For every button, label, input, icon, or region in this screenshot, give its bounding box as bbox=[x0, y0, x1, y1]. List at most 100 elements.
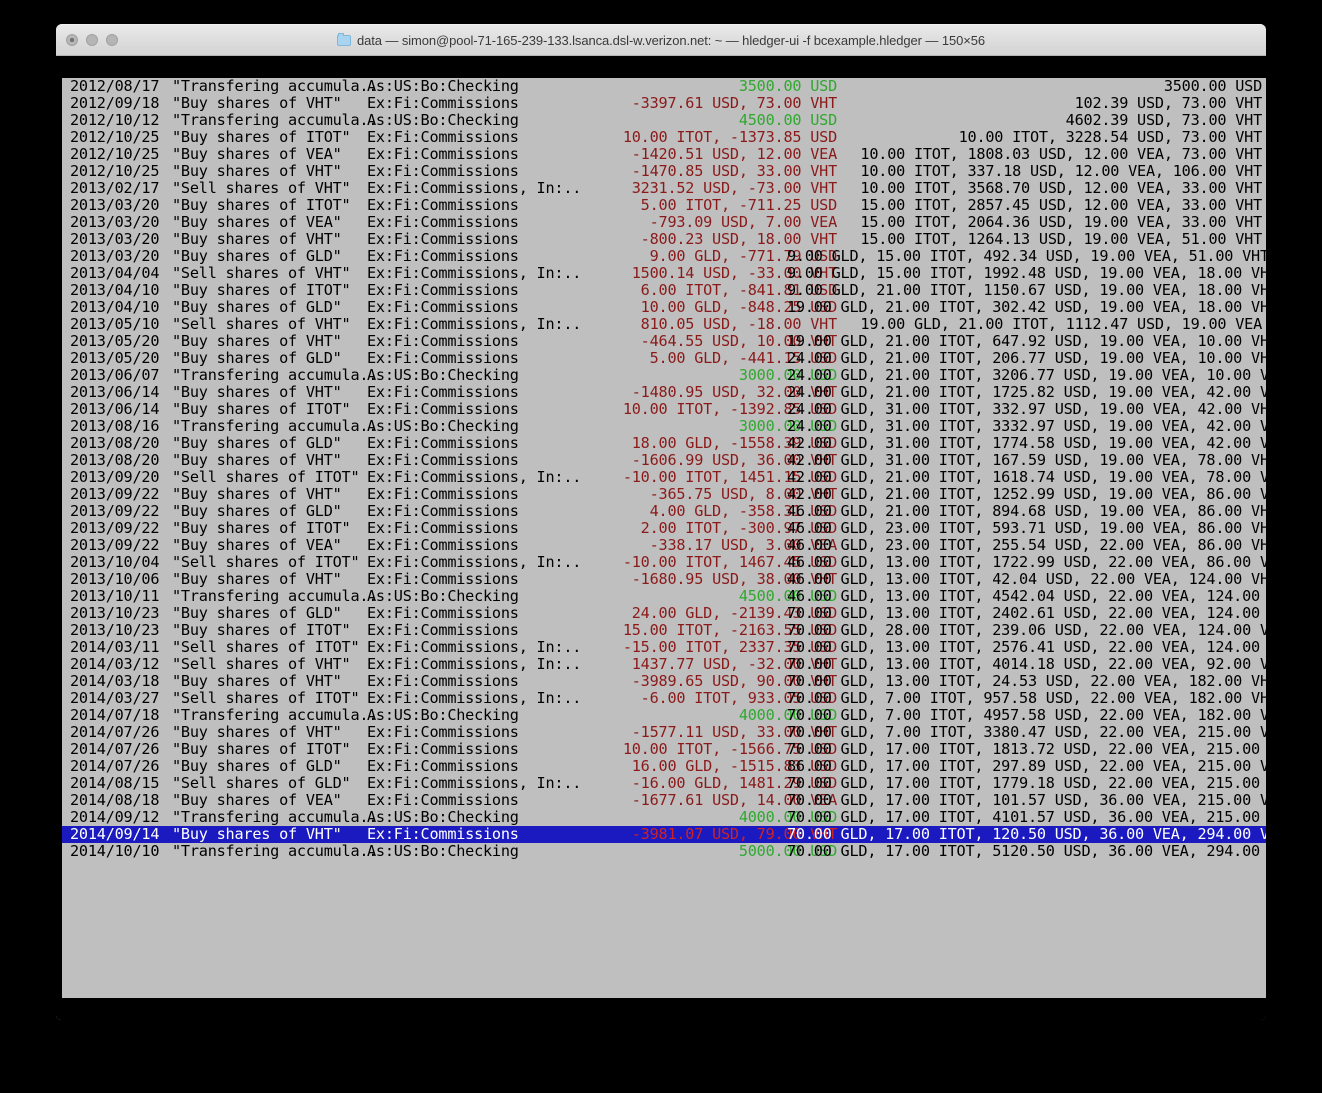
row-balance: 70.00 GLD, 17.00 ITOT, 1779.18 USD, 22.0… bbox=[787, 774, 1266, 792]
row-date: 2014/07/26 bbox=[70, 757, 160, 775]
row-date: 2013/06/14 bbox=[70, 383, 160, 401]
row-amount: 4500.00 USD bbox=[738, 587, 837, 605]
table-row[interactable]: 2012/08/17 "Transfering accumula.. As:US:B… bbox=[62, 78, 1266, 95]
row-description: "Buy shares of GLD" bbox=[172, 757, 342, 775]
table-row[interactable]: 2013/09/20 "Sell shares of ITOT" Ex:Fi:Com… bbox=[62, 469, 1266, 486]
row-date: 2014/07/26 bbox=[70, 723, 160, 741]
row-balance: 86.00 GLD, 17.00 ITOT, 297.89 USD, 22.00… bbox=[787, 757, 1266, 775]
row-account: Ex:Fi:Commissions bbox=[367, 791, 519, 809]
table-row[interactable]: 2013/03/20 "Buy shares of GLD" Ex:Fi:Commi… bbox=[62, 248, 1266, 265]
row-description: "Sell shares of VHT" bbox=[172, 655, 351, 673]
row-date: 2013/03/20 bbox=[70, 213, 160, 231]
row-account: Ex:Fi:Commissions bbox=[367, 281, 519, 299]
table-row[interactable]: 2013/04/10 "Buy shares of ITOT" Ex:Fi:Comm… bbox=[62, 282, 1266, 299]
table-row[interactable]: 2014/10/10 "Transfering accumula.. As:US:B… bbox=[62, 843, 1266, 860]
row-description: "Sell shares of ITOT" bbox=[172, 638, 360, 656]
table-row[interactable]: 2013/03/20 "Buy shares of ITOT" Ex:Fi:Comm… bbox=[62, 197, 1266, 214]
row-account: Ex:Fi:Commissions bbox=[367, 196, 519, 214]
table-row[interactable]: 2012/09/18 "Buy shares of VHT" Ex:Fi:Commi… bbox=[62, 95, 1266, 112]
table-row[interactable]: 2013/10/04 "Sell shares of ITOT" Ex:Fi:Com… bbox=[62, 554, 1266, 571]
table-row[interactable]: 2013/10/23 "Buy shares of GLD" Ex:Fi:Commi… bbox=[62, 605, 1266, 622]
row-date: 2013/08/16 bbox=[70, 417, 160, 435]
table-row[interactable]: 2013/06/07 "Transfering accumula.. As:US:B… bbox=[62, 367, 1266, 384]
row-description: "Buy shares of VEA" bbox=[172, 145, 342, 163]
row-account: Ex:Fi:Commissions bbox=[367, 502, 519, 520]
table-row[interactable]: 2013/05/20 "Buy shares of VHT" Ex:Fi:Commi… bbox=[62, 333, 1266, 350]
row-amount: 15.00 ITOT, -2163.55 USD bbox=[622, 621, 837, 639]
row-account: Ex:Fi:Commissions bbox=[367, 604, 519, 622]
table-row[interactable]: 2014/08/15 "Sell shares of GLD" Ex:Fi:Comm… bbox=[62, 775, 1266, 792]
row-account: Ex:Fi:Commissions bbox=[367, 536, 519, 554]
row-balance: 70.00 GLD, 17.00 ITOT, 4101.57 USD, 36.0… bbox=[787, 808, 1266, 826]
table-row[interactable]: 2012/10/25 "Buy shares of ITOT" Ex:Fi:Comm… bbox=[62, 129, 1266, 146]
row-balance: 46.00 GLD, 13.00 ITOT, 42.04 USD, 22.00 … bbox=[787, 570, 1266, 588]
table-row[interactable]: 2013/08/20 "Buy shares of VHT" Ex:Fi:Commi… bbox=[62, 452, 1266, 469]
table-row[interactable]: 2012/10/25 "Buy shares of VHT" Ex:Fi:Commi… bbox=[62, 163, 1266, 180]
row-balance: 24.00 GLD, 31.00 ITOT, 332.97 USD, 19.00… bbox=[787, 400, 1266, 418]
transactions-list[interactable]: 2012/08/17 "Transfering accumula.. As:US:B… bbox=[62, 78, 1266, 998]
table-row[interactable]: 2013/10/11 "Transfering accumula.. As:US:B… bbox=[62, 588, 1266, 605]
close-button[interactable] bbox=[66, 34, 78, 46]
table-row[interactable]: 2014/03/18 "Buy shares of VHT" Ex:Fi:Commi… bbox=[62, 673, 1266, 690]
table-row[interactable]: 2013/09/22 "Buy shares of VEA" Ex:Fi:Commi… bbox=[62, 537, 1266, 554]
row-account: As:US:Bo:Checking bbox=[367, 808, 519, 826]
table-row[interactable]: 2013/05/20 "Buy shares of GLD" Ex:Fi:Commi… bbox=[62, 350, 1266, 367]
row-description: "Buy shares of VHT" bbox=[172, 332, 342, 350]
table-row[interactable]: 2013/03/20 "Buy shares of VHT" Ex:Fi:Commi… bbox=[62, 231, 1266, 248]
row-balance: 10.00 ITOT, 337.18 USD, 12.00 VEA, 106.0… bbox=[860, 162, 1262, 180]
row-description: "Buy shares of VEA" bbox=[172, 213, 342, 231]
table-row[interactable]: 2013/04/04 "Sell shares of VHT" Ex:Fi:Comm… bbox=[62, 265, 1266, 282]
row-description: "Buy shares of GLD" bbox=[172, 502, 342, 520]
window-title: data — simon@pool-71-165-239-133.lsanca.… bbox=[56, 32, 1266, 48]
table-row[interactable]: 2013/08/16 "Transfering accumula.. As:US:B… bbox=[62, 418, 1266, 435]
row-account: Ex:Fi:Commissions bbox=[367, 145, 519, 163]
table-row[interactable]: 2014/09/14 "Buy shares of VHT" Ex:Fi:Commi… bbox=[62, 826, 1266, 843]
row-date: 2013/10/23 bbox=[70, 604, 160, 622]
table-row[interactable]: 2013/08/20 "Buy shares of GLD" Ex:Fi:Commi… bbox=[62, 435, 1266, 452]
row-balance: 42.00 GLD, 21.00 ITOT, 1252.99 USD, 19.0… bbox=[787, 485, 1266, 503]
row-account: Ex:Fi:Commissions bbox=[367, 162, 519, 180]
row-amount: -1680.95 USD, 38.00 VHT bbox=[631, 570, 837, 588]
table-row[interactable]: 2013/02/17 "Sell shares of VHT" Ex:Fi:Comm… bbox=[62, 180, 1266, 197]
table-row[interactable]: 2013/05/10 "Sell shares of VHT" Ex:Fi:Comm… bbox=[62, 316, 1266, 333]
table-row[interactable]: 2014/07/18 "Transfering accumula.. As:US:B… bbox=[62, 707, 1266, 724]
table-row[interactable]: 2013/10/23 "Buy shares of ITOT" Ex:Fi:Comm… bbox=[62, 622, 1266, 639]
table-row[interactable]: 2014/07/26 "Buy shares of ITOT" Ex:Fi:Comm… bbox=[62, 741, 1266, 758]
minimize-button[interactable] bbox=[86, 34, 98, 46]
table-row[interactable]: 2013/09/22 "Buy shares of VHT" Ex:Fi:Commi… bbox=[62, 486, 1266, 503]
zoom-button[interactable] bbox=[106, 34, 118, 46]
row-date: 2013/09/20 bbox=[70, 468, 160, 486]
row-balance: 70.00 GLD, 13.00 ITOT, 2402.61 USD, 22.0… bbox=[787, 604, 1266, 622]
table-row[interactable]: 2014/09/12 "Transfering accumula.. As:US:B… bbox=[62, 809, 1266, 826]
row-balance: 42.00 GLD, 21.00 ITOT, 1618.74 USD, 19.0… bbox=[787, 468, 1266, 486]
table-row[interactable]: 2014/08/18 "Buy shares of VEA" Ex:Fi:Commi… bbox=[62, 792, 1266, 809]
table-row[interactable]: 2014/03/27 "Sell shares of ITOT" Ex:Fi:Com… bbox=[62, 690, 1266, 707]
table-row[interactable]: 2014/03/11 "Sell shares of ITOT" Ex:Fi:Com… bbox=[62, 639, 1266, 656]
table-row[interactable]: 2014/07/26 "Buy shares of GLD" Ex:Fi:Commi… bbox=[62, 758, 1266, 775]
window-titlebar[interactable]: data — simon@pool-71-165-239-133.lsanca.… bbox=[56, 24, 1266, 56]
row-description: "Buy shares of VHT" bbox=[172, 825, 342, 843]
row-description: "Buy shares of VEA" bbox=[172, 791, 342, 809]
row-amount: 6.00 ITOT, -841.81 USD bbox=[640, 281, 838, 299]
row-description: "Transfering accumula.. bbox=[172, 587, 378, 605]
row-amount: -464.55 USD, 10.00 VHT bbox=[640, 332, 838, 350]
table-row[interactable]: 2013/10/06 "Buy shares of VHT" Ex:Fi:Commi… bbox=[62, 571, 1266, 588]
row-description: "Buy shares of VHT" bbox=[172, 162, 342, 180]
row-amount: -800.23 USD, 18.00 VHT bbox=[640, 230, 838, 248]
row-amount: -1677.61 USD, 14.00 VEA bbox=[631, 791, 837, 809]
table-row[interactable]: 2012/10/25 "Buy shares of VEA" Ex:Fi:Commi… bbox=[62, 146, 1266, 163]
row-amount: 1500.14 USD, -33.00 VHT bbox=[631, 264, 837, 282]
row-account: Ex:Fi:Commissions bbox=[367, 94, 519, 112]
table-row[interactable]: 2013/09/22 "Buy shares of ITOT" Ex:Fi:Comm… bbox=[62, 520, 1266, 537]
table-row[interactable]: 2013/06/14 "Buy shares of ITOT" Ex:Fi:Comm… bbox=[62, 401, 1266, 418]
table-row[interactable]: 2013/06/14 "Buy shares of VHT" Ex:Fi:Commi… bbox=[62, 384, 1266, 401]
row-amount: -1577.11 USD, 33.00 VHT bbox=[631, 723, 837, 741]
table-row[interactable]: 2013/09/22 "Buy shares of GLD" Ex:Fi:Commi… bbox=[62, 503, 1266, 520]
table-row[interactable]: 2013/04/10 "Buy shares of GLD" Ex:Fi:Commi… bbox=[62, 299, 1266, 316]
table-row[interactable]: 2013/03/20 "Buy shares of VEA" Ex:Fi:Commi… bbox=[62, 214, 1266, 231]
table-row[interactable]: 2014/07/26 "Buy shares of VHT" Ex:Fi:Commi… bbox=[62, 724, 1266, 741]
table-row[interactable]: 2014/03/12 "Sell shares of VHT" Ex:Fi:Comm… bbox=[62, 656, 1266, 673]
row-account: Ex:Fi:Commissions bbox=[367, 570, 519, 588]
row-date: 2013/10/23 bbox=[70, 621, 160, 639]
table-row[interactable]: 2012/10/12 "Transfering accumula.. As:US:B… bbox=[62, 112, 1266, 129]
